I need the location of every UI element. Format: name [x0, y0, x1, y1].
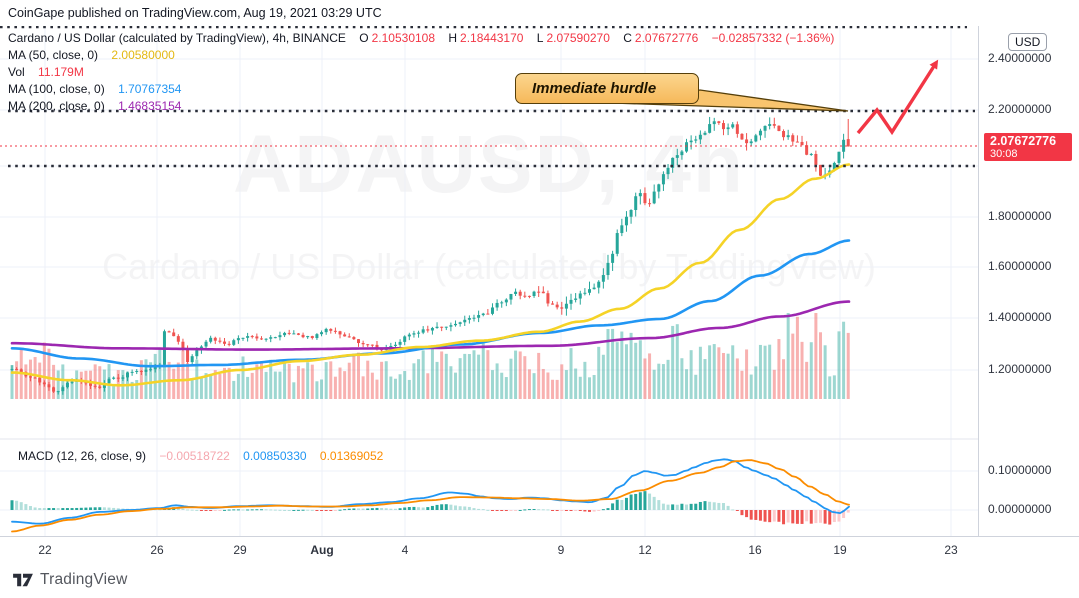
- footer: TradingView: [0, 562, 1079, 598]
- open-label: O: [359, 31, 369, 45]
- time-axis[interactable]: 22 26 29 Aug 4 9 12 16 19 23: [0, 536, 1079, 563]
- macd-signal-value: 0.01369052: [319, 449, 384, 463]
- macd-signal-line: [11, 459, 850, 533]
- price-axis-label: 1.40000000: [988, 310, 1052, 324]
- ma50-line: [10, 163, 851, 387]
- ma50-label: MA (50, close, 0): [8, 48, 99, 62]
- tradingview-brand-text: TradingView: [40, 571, 128, 588]
- time-axis-label: 22: [38, 543, 52, 557]
- volume-series: [10, 313, 850, 399]
- ma50-legend-row: MA (50, close, 0) 2.00580000: [8, 48, 175, 62]
- macd-line-value: 0.00850330: [243, 449, 307, 463]
- ma200-label: MA (200, close, 0): [8, 99, 105, 113]
- time-axis-label: 4: [401, 543, 409, 557]
- close-value: 2.07672776: [634, 31, 699, 45]
- ma200-value: 1.46835154: [118, 99, 182, 113]
- price-axis-label: 1.20000000: [988, 362, 1052, 376]
- last-price-value: 2.07672776: [990, 134, 1057, 148]
- time-axis-label: 12: [638, 543, 652, 557]
- immediate-hurdle-callout[interactable]: Immediate hurdle: [515, 73, 699, 104]
- time-axis-label: 26: [150, 543, 164, 557]
- macd-hist-value: −0.00518722: [159, 449, 230, 463]
- open-value: 2.10530108: [371, 31, 436, 45]
- ma100-value: 1.70767354: [118, 82, 182, 96]
- volume-value: 11.179M: [38, 65, 84, 79]
- ma100-label: MA (100, close, 0): [8, 82, 105, 96]
- volume-label: Vol: [8, 65, 25, 79]
- ma100-legend-row: MA (100, close, 0) 1.70767354: [8, 82, 181, 96]
- time-axis-label: 19: [833, 543, 847, 557]
- time-axis-label: 16: [748, 543, 762, 557]
- macd-legend-row: MACD (12, 26, close, 9) −0.00518722 0.00…: [18, 449, 383, 463]
- trend-projection-arrow[interactable]: [856, 59, 939, 136]
- time-axis-label: 29: [233, 543, 247, 557]
- ma200-legend-row: MA (200, close, 0) 1.46835154: [8, 99, 181, 113]
- publish-header: CoinGape published on TradingView.com, A…: [0, 0, 1079, 26]
- last-price-badge: 2.07672776 30:08: [984, 133, 1072, 161]
- price-axis-label: 2.40000000: [988, 51, 1052, 65]
- low-value: 2.07590270: [546, 31, 610, 45]
- price-axis-label: 2.20000000: [988, 102, 1052, 116]
- publish-header-text: CoinGape published on TradingView.com, A…: [8, 6, 382, 20]
- price-axis-label: 0.10000000: [988, 463, 1052, 477]
- price-axis-label: 1.60000000: [988, 259, 1052, 273]
- time-axis-label: 23: [944, 543, 958, 557]
- price-axis-label: 0.00000000: [988, 502, 1052, 516]
- high-label: H: [448, 31, 458, 45]
- bar-countdown: 30:08: [990, 148, 1018, 160]
- time-axis-label: 9: [557, 543, 565, 557]
- tradingview-logo-icon: [13, 573, 33, 587]
- ma200-line: [10, 300, 851, 351]
- high-value: 2.18443170: [460, 31, 524, 45]
- change-value: −0.02857332 (−1.36%): [711, 31, 835, 45]
- tradingview-logo[interactable]: TradingView: [12, 571, 128, 589]
- callout-text: Immediate hurdle: [532, 80, 657, 97]
- close-label: C: [623, 31, 632, 45]
- ma50-value: 2.00580000: [111, 48, 175, 62]
- macd-label: MACD (12, 26, close, 9): [18, 449, 147, 463]
- candlestick-series: [10, 116, 850, 395]
- symbol-legend-row: Cardano / US Dollar (calculated by Tradi…: [8, 31, 834, 45]
- volume-legend-row: Vol 11.179M: [8, 65, 84, 79]
- low-label: L: [536, 31, 544, 45]
- time-axis-label: Aug: [310, 543, 334, 557]
- symbol-title: Cardano / US Dollar (calculated by Tradi…: [8, 31, 346, 45]
- price-chart-canvas[interactable]: [0, 0, 978, 536]
- price-axis-label: 1.80000000: [988, 209, 1052, 223]
- macd-line: [11, 458, 850, 525]
- currency-badge: USD: [1008, 33, 1048, 51]
- price-axis[interactable]: USD 2.07672776 30:08 2.40000000 2.2000000…: [978, 26, 1079, 536]
- macd-histogram: [10, 491, 850, 525]
